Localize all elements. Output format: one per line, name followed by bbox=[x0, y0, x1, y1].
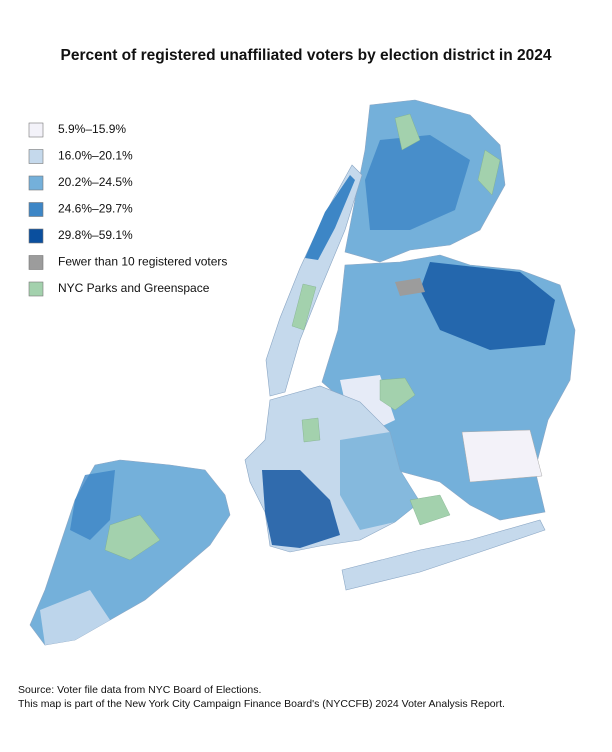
legend-swatch bbox=[28, 281, 44, 297]
pelham-bay-park bbox=[477, 149, 501, 196]
rikers-island bbox=[395, 278, 425, 296]
legend-label: 16.0%–20.1% bbox=[58, 149, 133, 163]
jamaica-bay-island bbox=[409, 494, 451, 526]
manhattan-district bbox=[305, 175, 355, 260]
central-park bbox=[291, 283, 317, 331]
legend-label: NYC Parks and Greenspace bbox=[58, 281, 210, 295]
jfk-area bbox=[461, 429, 543, 483]
brooklyn-district bbox=[262, 470, 340, 548]
greenbelt bbox=[104, 514, 161, 561]
legend-label: 5.9%–15.9% bbox=[58, 122, 126, 136]
legend-swatch bbox=[28, 255, 44, 270]
manhattan bbox=[265, 164, 363, 397]
prospect-park bbox=[301, 417, 321, 443]
source: Source: Voter file data from NYC Board o… bbox=[18, 684, 505, 710]
staten-island-south bbox=[40, 590, 110, 645]
legend-swatch bbox=[28, 175, 44, 191]
legend-label: 29.8%–59.1% bbox=[58, 228, 133, 242]
map bbox=[29, 99, 576, 646]
legend-label: 20.2%–24.5% bbox=[58, 175, 133, 189]
legend-label: Fewer than 10 registered voters bbox=[58, 255, 227, 269]
flushing-park bbox=[379, 377, 416, 411]
legend-label: 24.6%–29.7% bbox=[58, 202, 133, 216]
title: Percent of registered unaffiliated voter… bbox=[61, 47, 552, 64]
source-note: This map is part of the New York City Ca… bbox=[18, 698, 505, 710]
bronx-district bbox=[365, 135, 470, 230]
staten-island-district bbox=[70, 470, 115, 540]
legend-swatch bbox=[28, 122, 44, 138]
van-cortlandt-park bbox=[394, 113, 421, 151]
legend-swatch bbox=[28, 202, 44, 217]
legend-swatch bbox=[28, 228, 44, 244]
legend-swatch bbox=[28, 149, 44, 164]
source-note: Source: Voter file data from NYC Board o… bbox=[18, 684, 261, 696]
legend: 5.9%–15.9% 16.0%–20.1% 20.2%–24.5% 24.6%–29… bbox=[28, 122, 227, 297]
brooklyn-east bbox=[340, 432, 420, 530]
rockaway bbox=[341, 519, 546, 591]
queens-district bbox=[420, 262, 555, 350]
